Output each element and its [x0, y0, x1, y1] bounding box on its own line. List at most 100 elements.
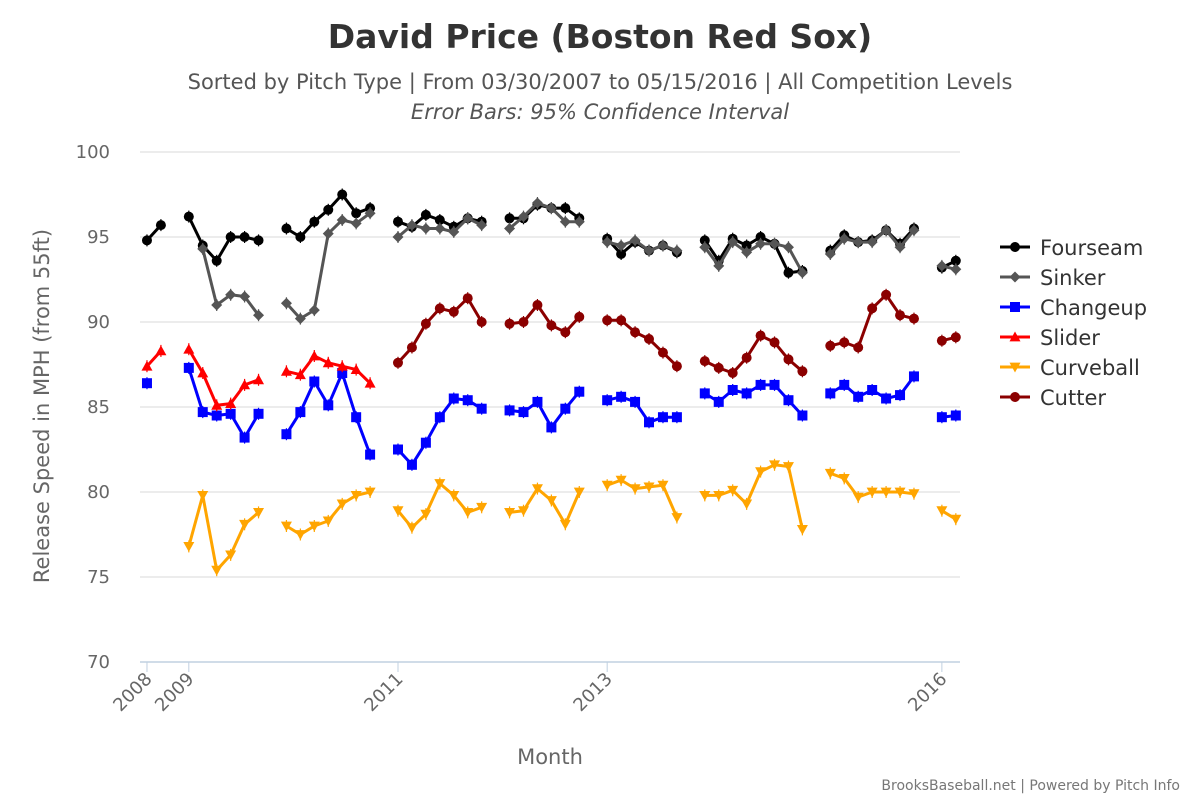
sinker-point [866, 236, 878, 248]
series-cutter [392, 288, 961, 379]
curveball-point [504, 508, 516, 518]
fourseam-point [183, 211, 194, 222]
changeup-point [895, 390, 906, 401]
curveball-point [545, 496, 557, 506]
sinker-point [211, 299, 223, 311]
curveball-point [657, 480, 669, 491]
curveball-point [253, 508, 265, 518]
sinker-point [448, 226, 460, 238]
curveball-point [406, 523, 418, 534]
fourseam-point [295, 232, 306, 242]
curveball-point [280, 521, 292, 532]
slider-point [280, 365, 292, 376]
slider-point [322, 357, 334, 368]
y-tick-label: 70 [87, 652, 110, 673]
changeup-point [365, 449, 376, 460]
cutter-point [406, 342, 417, 353]
changeup-point [281, 429, 292, 440]
slider-point [350, 364, 362, 374]
sinker-line [201, 248, 260, 317]
sinker-point [908, 224, 920, 236]
slider-point [183, 343, 195, 354]
changeup-point [560, 403, 571, 414]
curveball-point [755, 467, 767, 478]
fourseam-point [351, 208, 362, 219]
sinker-point [364, 207, 376, 219]
sinker-point [657, 240, 669, 251]
sinker-point [392, 231, 404, 243]
sinker-point [545, 202, 557, 214]
changeup-point [950, 410, 961, 421]
changeup-point [699, 388, 710, 399]
legend-item-changeup[interactable]: Changeup [1000, 296, 1147, 320]
legend-marker-sinker [1009, 271, 1021, 283]
changeup-point [616, 391, 627, 402]
y-tick-label: 90 [87, 312, 110, 333]
cutter-point [867, 303, 878, 314]
sinker-point [336, 214, 348, 226]
curveball-point [225, 550, 237, 561]
changeup-point [420, 437, 431, 448]
changeup-point [825, 388, 836, 399]
sinker-point [713, 260, 725, 272]
sinker-point [671, 245, 683, 257]
sinker-point [531, 197, 543, 209]
cutter-point [616, 315, 627, 326]
legend-item-slider[interactable]: Slider [1000, 326, 1100, 350]
cutter-point [602, 315, 613, 326]
cutter-point [853, 342, 864, 353]
curveball-point [294, 530, 306, 540]
cutter-point [574, 311, 585, 322]
series-fourseam [141, 188, 961, 279]
changeup-line [396, 397, 483, 467]
legend-item-sinker[interactable]: Sinker [1000, 266, 1106, 290]
sinker-point [782, 241, 794, 253]
changeup-point [727, 385, 738, 395]
sinker-point [838, 233, 850, 245]
chart-title: David Price (Boston Red Sox) [328, 17, 872, 56]
cutter-point [950, 332, 961, 343]
changeup-point [518, 407, 529, 418]
sinker-point [462, 212, 474, 224]
y-tick-label: 85 [87, 397, 110, 418]
credit-text: BrooksBaseball.net | Powered by Pitch In… [881, 778, 1180, 794]
sinker-point [643, 245, 655, 257]
sinker-point [253, 309, 265, 321]
changeup-point [406, 459, 417, 470]
fourseam-point [141, 235, 152, 246]
legend-item-curveball[interactable]: Curveball [1000, 356, 1140, 380]
cutter-point [769, 337, 780, 348]
cutter-point [644, 334, 655, 344]
legend-marker-changeup [1010, 302, 1020, 312]
curveball-point [796, 525, 808, 535]
changeup-point [644, 417, 655, 428]
curveball-point [211, 565, 223, 576]
changeup-point [183, 362, 194, 373]
cutter-point [727, 368, 738, 378]
changeup-point [351, 412, 362, 423]
changeup-point [671, 412, 682, 423]
changeup-point [462, 395, 473, 406]
legend-label-changeup: Changeup [1040, 296, 1147, 320]
changeup-point [295, 407, 306, 418]
legend[interactable]: Fourseam Sinker Changeup Slider Curveball Cut… [1000, 236, 1147, 410]
fourseam-point [504, 213, 515, 224]
fourseam-point [783, 267, 794, 278]
changeup-point [546, 422, 557, 433]
sinker-point [936, 260, 948, 272]
fourseam-point [239, 232, 250, 242]
changeup-point [630, 396, 641, 407]
y-tick-label: 80 [87, 482, 110, 503]
sinker-point [741, 246, 753, 258]
sinker-point [615, 240, 627, 251]
sinker-point [573, 216, 585, 228]
sinker-point [824, 248, 836, 260]
changeup-point [769, 379, 780, 390]
changeup-point [211, 410, 222, 421]
cutter-point [518, 317, 529, 327]
legend-item-cutter[interactable]: Cutter [1000, 386, 1106, 410]
y-tick-label: 95 [87, 227, 110, 248]
legend-item-fourseam[interactable]: Fourseam [1000, 236, 1143, 260]
changeup-point [532, 396, 543, 407]
changeup-point [197, 407, 208, 418]
